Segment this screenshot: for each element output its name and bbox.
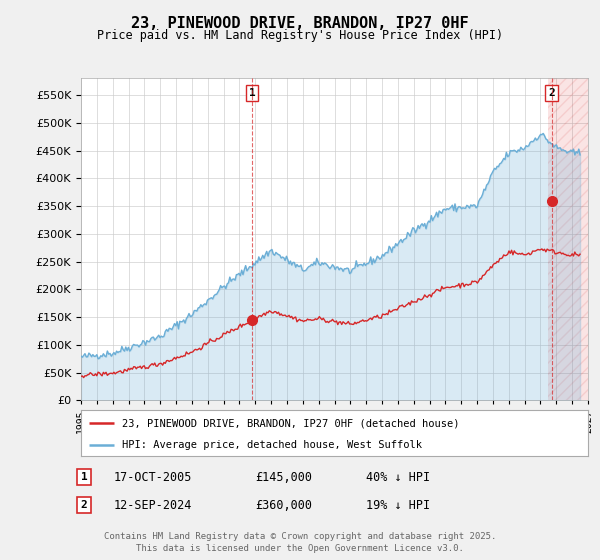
Text: 17-OCT-2005: 17-OCT-2005 <box>114 470 193 484</box>
Text: 2: 2 <box>548 88 555 98</box>
Text: HPI: Average price, detached house, West Suffolk: HPI: Average price, detached house, West… <box>122 440 422 450</box>
Text: 19% ↓ HPI: 19% ↓ HPI <box>366 498 430 512</box>
Text: 23, PINEWOOD DRIVE, BRANDON, IP27 0HF: 23, PINEWOOD DRIVE, BRANDON, IP27 0HF <box>131 16 469 31</box>
Text: 1: 1 <box>248 88 256 98</box>
Text: £145,000: £145,000 <box>255 470 312 484</box>
Text: £360,000: £360,000 <box>255 498 312 512</box>
Bar <box>548 78 596 400</box>
Text: 23, PINEWOOD DRIVE, BRANDON, IP27 0HF (detached house): 23, PINEWOOD DRIVE, BRANDON, IP27 0HF (d… <box>122 418 459 428</box>
Text: 1: 1 <box>80 472 88 482</box>
Text: 12-SEP-2024: 12-SEP-2024 <box>114 498 193 512</box>
Text: Price paid vs. HM Land Registry's House Price Index (HPI): Price paid vs. HM Land Registry's House … <box>97 29 503 42</box>
Text: 40% ↓ HPI: 40% ↓ HPI <box>366 470 430 484</box>
Text: Contains HM Land Registry data © Crown copyright and database right 2025.
This d: Contains HM Land Registry data © Crown c… <box>104 533 496 553</box>
Text: 2: 2 <box>80 500 88 510</box>
